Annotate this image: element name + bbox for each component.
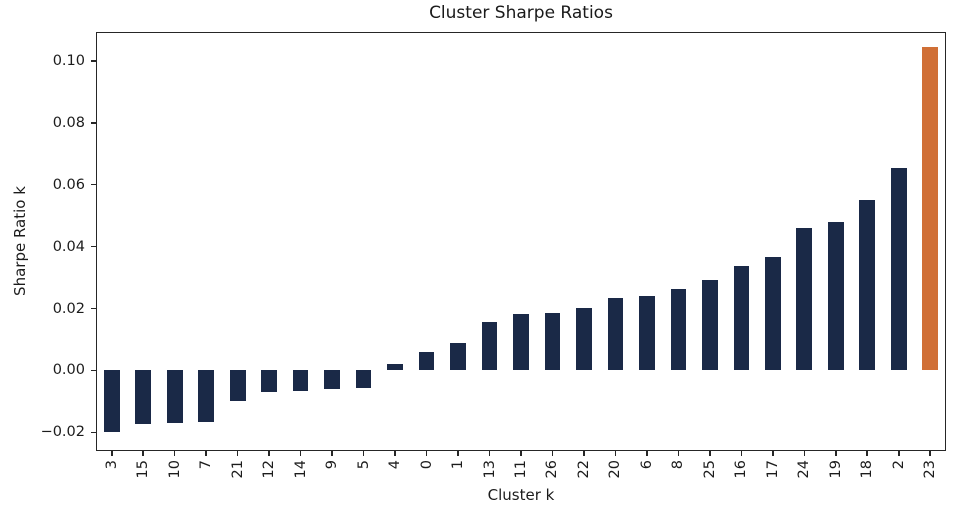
xtick-label-20: 20 <box>607 460 624 479</box>
xtick-label-25: 25 <box>701 460 718 479</box>
xtick-mark-4 <box>394 451 396 456</box>
xtick-label-23: 23 <box>922 460 939 479</box>
xtick-mark-19 <box>835 451 837 456</box>
bar-3 <box>103 370 120 433</box>
xtick-label-12: 12 <box>261 460 278 479</box>
bar-7 <box>198 370 215 423</box>
xtick-label-16: 16 <box>733 460 750 479</box>
bar-4 <box>387 363 403 371</box>
xtick-label-6: 6 <box>638 460 655 470</box>
ytick-label-0.08: 0.08 <box>52 114 85 131</box>
ytick-mark-0.00 <box>91 369 96 372</box>
xtick-label-22: 22 <box>575 460 592 479</box>
xtick-label-3: 3 <box>103 460 120 470</box>
bar-6 <box>639 295 655 371</box>
xtick-label-13: 13 <box>481 460 498 479</box>
xtick-mark-11 <box>520 451 522 456</box>
xtick-mark-3 <box>110 451 113 456</box>
xtick-label-4: 4 <box>387 460 404 470</box>
xtick-label-26: 26 <box>544 460 561 479</box>
ytick-label-0.06: 0.06 <box>52 176 85 193</box>
xtick-mark-17 <box>772 451 774 456</box>
xtick-mark-15 <box>142 451 145 456</box>
xtick-label-10: 10 <box>166 460 183 479</box>
bar-1 <box>450 342 466 371</box>
xtick-label-8: 8 <box>670 460 687 470</box>
xtick-mark-16 <box>740 451 743 456</box>
xtick-label-2: 2 <box>890 460 907 470</box>
ytick-mark-0.06 <box>91 183 96 186</box>
bar-10 <box>166 370 183 424</box>
xtick-mark-13 <box>488 451 491 456</box>
xtick-mark-24 <box>803 451 806 456</box>
xtick-label-1: 1 <box>450 460 467 470</box>
ytick-label-−0.02: −0.02 <box>40 424 85 441</box>
xtick-label-11: 11 <box>513 460 529 479</box>
bar-23 <box>922 46 939 371</box>
xtick-mark-21 <box>236 451 239 456</box>
bar-14 <box>292 370 309 392</box>
ytick-label-0.10: 0.10 <box>52 52 85 69</box>
ytick-mark-−0.02 <box>91 431 96 434</box>
xtick-mark-23 <box>929 451 932 456</box>
xtick-mark-25 <box>709 451 711 456</box>
bar-24 <box>796 227 813 371</box>
bar-8 <box>670 289 687 371</box>
xtick-label-0: 0 <box>418 460 435 470</box>
xtick-mark-5 <box>362 451 365 456</box>
bar-5 <box>355 370 372 389</box>
xtick-label-9: 9 <box>324 460 341 470</box>
bar-22 <box>576 307 592 371</box>
bar-2 <box>890 167 907 371</box>
bar-9 <box>324 370 340 390</box>
xtick-mark-7 <box>205 451 207 456</box>
xtick-label-19: 19 <box>827 460 844 479</box>
bar-25 <box>702 279 718 371</box>
xtick-mark-12 <box>268 451 270 456</box>
xtick-label-17: 17 <box>764 460 781 479</box>
xtick-label-21: 21 <box>229 460 246 479</box>
xtick-mark-10 <box>173 451 176 456</box>
xtick-mark-9 <box>331 451 333 456</box>
xtick-mark-20 <box>614 451 617 456</box>
bar-19 <box>827 222 844 371</box>
xtick-label-18: 18 <box>859 460 876 479</box>
xtick-label-15: 15 <box>135 460 152 479</box>
x-axis-label: Cluster k <box>487 486 555 504</box>
xtick-mark-8 <box>677 451 680 456</box>
xtick-mark-22 <box>583 451 585 456</box>
bar-13 <box>481 321 498 371</box>
xtick-label-24: 24 <box>796 460 813 479</box>
plot-area <box>96 32 946 451</box>
xtick-label-7: 7 <box>198 460 215 470</box>
ytick-mark-0.04 <box>91 245 96 248</box>
xtick-label-5: 5 <box>355 460 372 470</box>
ytick-label-0.00: 0.00 <box>52 362 85 379</box>
bar-20 <box>607 298 624 371</box>
bar-16 <box>733 266 750 371</box>
xtick-mark-0 <box>425 451 428 456</box>
ytick-mark-0.08 <box>91 121 96 124</box>
xtick-mark-18 <box>866 451 869 456</box>
chart-title: Cluster Sharpe Ratios <box>429 3 613 23</box>
bar-17 <box>764 256 781 371</box>
ytick-label-0.04: 0.04 <box>52 238 85 255</box>
xtick-label-14: 14 <box>292 460 309 479</box>
bar-0 <box>418 351 435 371</box>
xtick-mark-26 <box>551 451 554 456</box>
bar-15 <box>135 370 152 425</box>
xtick-mark-6 <box>646 451 648 456</box>
xtick-mark-1 <box>457 451 459 456</box>
xtick-mark-14 <box>299 451 302 456</box>
bar-12 <box>261 370 277 393</box>
ytick-mark-0.02 <box>91 307 96 310</box>
bar-18 <box>859 200 876 371</box>
bar-21 <box>229 370 246 402</box>
ytick-mark-0.10 <box>91 60 96 62</box>
ytick-label-0.02: 0.02 <box>52 300 85 317</box>
bar-26 <box>544 312 561 371</box>
bar-11 <box>513 314 529 371</box>
xtick-mark-2 <box>897 451 900 456</box>
